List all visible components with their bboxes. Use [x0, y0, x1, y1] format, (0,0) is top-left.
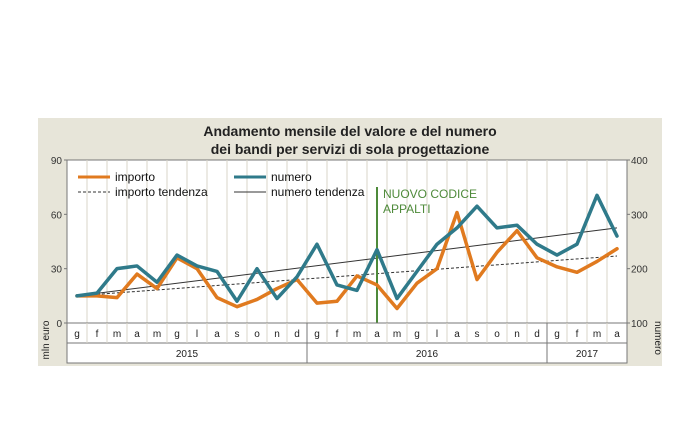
x-tick-label: a — [374, 329, 380, 340]
trend-layer — [76, 227, 618, 297]
right-tick-label: 200 — [631, 265, 648, 276]
left-axis-title: mln euro — [41, 320, 52, 359]
x-tick-label: s — [475, 329, 480, 340]
left-tick-label: 0 — [56, 319, 62, 330]
x-tick-label: s — [235, 329, 240, 340]
x-tick-label: d — [294, 329, 300, 340]
left-axis-ticks: 0 30 60 90 — [51, 156, 67, 330]
importo-trend-line — [76, 255, 618, 297]
right-tick-label: 100 — [631, 319, 648, 330]
right-axis-ticks: 100 200 300 400 — [627, 156, 648, 330]
x-tick-label: n — [514, 329, 520, 340]
x-tick-label: g — [554, 329, 560, 340]
x-tick-label: f — [96, 329, 99, 340]
x-year-label: 2015 — [176, 349, 199, 360]
left-tick-label: 30 — [51, 265, 63, 276]
x-year-label: 2016 — [416, 349, 439, 360]
x-tick-label: g — [314, 329, 320, 340]
x-tick-label: f — [576, 329, 579, 340]
x-tick-label: a — [454, 329, 460, 340]
left-tick-label: 90 — [51, 156, 63, 167]
left-tick-label: 60 — [51, 210, 63, 221]
x-tick-label: n — [274, 329, 280, 340]
annotation-text-line-2: APPALTI — [383, 202, 431, 216]
x-tick-label: m — [153, 329, 161, 340]
numero-series-line — [75, 193, 619, 304]
x-tick-label: m — [593, 329, 601, 340]
x-tick-label: l — [196, 329, 198, 340]
x-tick-label: f — [336, 329, 339, 340]
x-tick-label: d — [534, 329, 540, 340]
right-tick-label: 300 — [631, 210, 648, 221]
legend-importo-trend-label: importo tendenza — [115, 185, 208, 199]
x-tick-label: g — [414, 329, 420, 340]
legend-numero-trend-label: numero tendenza — [271, 185, 365, 199]
x-tick-label: m — [353, 329, 361, 340]
chart-panel: Andamento mensile del valore e del numer… — [38, 118, 662, 366]
right-tick-label: 400 — [631, 156, 648, 167]
legend-importo-label: importo — [115, 170, 155, 184]
annotation-text-line-1: NUOVO CODICE — [383, 187, 477, 201]
x-tick-label: o — [494, 329, 500, 340]
chart-svg: Andamento mensile del valore e del numer… — [41, 123, 662, 364]
series-layer — [75, 193, 619, 311]
legend: importo importo tendenza numero numero t… — [78, 170, 365, 199]
chart-title-line-2: dei bandi per servizi di sola progettazi… — [211, 141, 490, 157]
x-tick-label: o — [254, 329, 260, 340]
numero-trend-line — [76, 227, 618, 297]
x-tick-label: m — [393, 329, 401, 340]
annotation-layer: NUOVO CODICE APPALTI — [376, 187, 477, 323]
legend-numero-label: numero — [271, 170, 312, 184]
x-tick-label: a — [134, 329, 140, 340]
x-tick-label: m — [113, 329, 121, 340]
x-tick-label: g — [174, 329, 180, 340]
chart-title-line-1: Andamento mensile del valore e del numer… — [203, 123, 496, 139]
x-tick-label: l — [436, 329, 438, 340]
x-tick-label: a — [614, 329, 620, 340]
right-axis-title: numero — [652, 321, 662, 355]
x-axis: g f m a m g l a s o n d g f m a m g l a s o n d g f m a 2015 2016 2017 — [66, 322, 628, 364]
x-tick-label: a — [214, 329, 220, 340]
x-year-label: 2017 — [576, 349, 599, 360]
x-tick-label: g — [74, 329, 80, 340]
